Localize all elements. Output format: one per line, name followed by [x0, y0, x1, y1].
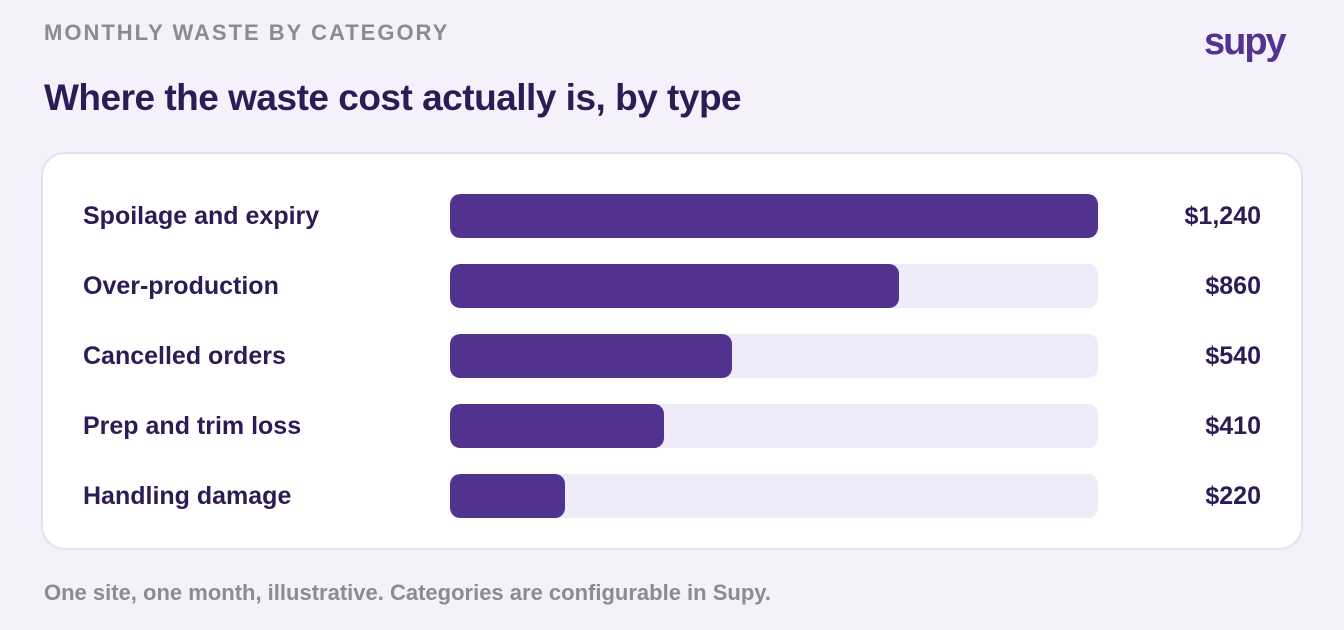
bar-row: Over-production $860: [43, 264, 1301, 308]
bar-category-label: Spoilage and expiry: [83, 202, 320, 230]
bar-value-label: $860: [1205, 272, 1261, 300]
chart-card: Spoilage and expiry $1,240 Over-production…: [41, 152, 1303, 550]
bar-track: [450, 334, 1098, 378]
bar-track: [450, 404, 1098, 448]
bar-value-label: $540: [1205, 342, 1261, 370]
bar-value-label: $220: [1205, 482, 1261, 510]
footnote: One site, one month, illustrative. Categ…: [44, 580, 771, 605]
bar-category-label: Over-production: [83, 272, 279, 300]
bar: [450, 194, 1098, 238]
bar-value-label: $1,240: [1184, 202, 1261, 230]
supy-logo: supy: [1204, 21, 1287, 63]
bar: [450, 404, 665, 448]
bar-track: [450, 474, 1098, 518]
bar-row: Spoilage and expiry $1,240: [43, 194, 1301, 238]
bar-row: Cancelled orders $540: [43, 334, 1301, 378]
bar-category-label: Handling damage: [83, 482, 292, 510]
bar: [450, 474, 565, 518]
bar: [450, 334, 733, 378]
chart-eyebrow: MONTHLY WASTE BY CATEGORY: [44, 20, 450, 45]
chart-title: Where the waste cost actually is, by typ…: [44, 77, 742, 118]
bar-category-label: Prep and trim loss: [83, 412, 302, 440]
bar-row: Prep and trim loss $410: [43, 404, 1301, 448]
bar-value-label: $410: [1205, 412, 1261, 440]
bar: [450, 264, 900, 308]
bar-row: Handling damage $220: [43, 474, 1301, 518]
bar-track: [450, 194, 1098, 238]
bar-category-label: Cancelled orders: [83, 342, 286, 370]
bar-track: [450, 264, 1098, 308]
